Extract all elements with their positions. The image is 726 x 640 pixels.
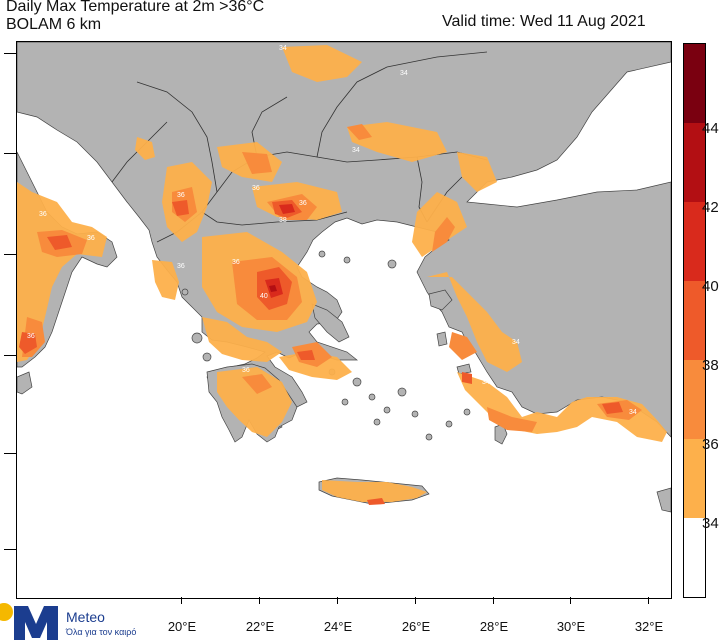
contour-label: 36 (27, 333, 35, 340)
y-axis-tick (4, 549, 16, 550)
x-axis-label: 26°E (401, 619, 431, 634)
chios-land (436, 331, 448, 347)
contour-label: 36 (39, 211, 47, 218)
samos-land (456, 363, 472, 375)
colorbar-label: 36 (702, 436, 719, 453)
evia-land (311, 303, 350, 343)
cyprus-land (656, 487, 671, 513)
valid-time: Valid time: Wed 11 Aug 2021 (442, 13, 646, 30)
colorbar-label: 42 (702, 199, 719, 216)
contour-label: 36 (252, 185, 260, 192)
y-axis-tick (4, 254, 16, 255)
colorbar-segment-below-34 (684, 518, 705, 597)
map-title: Daily Max Temperature at 2m >36°C (6, 0, 265, 15)
x-axis-tick (415, 597, 416, 604)
x-axis-label: 32°E (634, 619, 664, 634)
x-axis-tick (181, 597, 182, 604)
y-axis-tick (4, 153, 16, 154)
x-axis-label: 22°E (245, 619, 275, 634)
temperature-overlay (17, 45, 667, 505)
colorbar-segment-38-40 (684, 281, 705, 360)
brand-tagline: Όλα για τον καιρό (66, 627, 137, 637)
y-axis-tick (4, 453, 16, 454)
contour-label: 36 (177, 192, 185, 199)
contour-label: 34 (629, 409, 637, 416)
contour-label: 34 (352, 147, 360, 154)
x-axis-label: 24°E (323, 619, 353, 634)
y-axis-tick (4, 355, 16, 356)
colorbar-segment-36-38 (684, 360, 705, 439)
x-axis-label: 28°E (479, 619, 509, 634)
colorbar-segment-42-44 (684, 123, 705, 202)
x-axis-label: 30°E (556, 619, 586, 634)
temperature-colorbar (683, 43, 706, 598)
x-axis-tick (648, 597, 649, 604)
x-axis-tick (493, 597, 494, 604)
colorbar-label: 40 (702, 278, 719, 295)
x-axis-tick (337, 597, 338, 604)
sicily-land (17, 371, 33, 395)
contour-label: 36 (232, 259, 240, 266)
x-axis-label: 20°E (167, 619, 197, 634)
contour-label: 36 (87, 235, 95, 242)
land-layer (17, 42, 671, 513)
contour-labels: 34 34 34 36 36 36 36 36 38 40 36 36 34 3… (27, 45, 637, 416)
contour-label: 34 (400, 70, 408, 77)
contour-label: 34 (482, 379, 490, 386)
meteo-logo (0, 603, 58, 640)
contour-label: 36 (299, 200, 307, 207)
model-subtitle: BOLAM 6 km (6, 16, 102, 33)
colorbar-segment-above-44 (684, 44, 705, 123)
colorbar-segment-34-36 (684, 439, 705, 518)
colorbar-label: 38 (702, 357, 719, 374)
x-axis-tick (259, 597, 260, 604)
contour-label: 34 (279, 45, 287, 52)
x-axis-tick (570, 597, 571, 604)
contour-label: 38 (279, 217, 287, 224)
balkans-turkey-land (17, 42, 671, 438)
lesvos-land (428, 289, 453, 311)
colorbar-label: 44 (702, 120, 719, 137)
colorbar-segment-40-42 (684, 202, 705, 281)
contour-label: 34 (512, 339, 520, 346)
map-area: 34 34 34 36 36 36 36 36 38 40 36 36 34 3… (16, 41, 672, 599)
contour-label: 36 (177, 263, 185, 270)
brand-name: Meteo (66, 609, 105, 625)
map-svg: 34 34 34 36 36 36 36 36 38 40 36 36 34 3… (17, 42, 671, 513)
contour-label: 40 (260, 293, 268, 300)
contour-label: 36 (242, 367, 250, 374)
y-axis-tick (4, 53, 16, 54)
colorbar-label: 34 (702, 515, 719, 532)
